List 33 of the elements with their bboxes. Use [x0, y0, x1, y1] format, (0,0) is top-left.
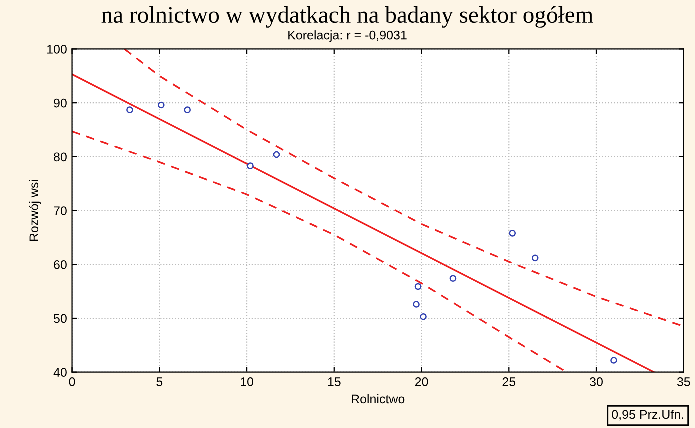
y-tick-label: 100 [48, 45, 67, 54]
chart-title: na rolnictwo w wydatkach na badany sektor ogółem [102, 6, 594, 28]
point [532, 254, 539, 262]
point [450, 275, 457, 282]
y-tick-label: 70 [54, 206, 67, 216]
text: 0,95 Prz.Ufn. [612, 410, 684, 421]
point [184, 106, 192, 114]
point [126, 106, 134, 114]
point [414, 283, 422, 290]
y-tick-label: 60 [54, 260, 67, 270]
y-axis-title: Rozwój wsi [29, 180, 42, 242]
x-tick-label: 5 [156, 378, 163, 386]
chart-subtitle: Korelacja: r = -0,9031 [288, 30, 407, 42]
x-tick-label: 15 [328, 378, 341, 386]
point [420, 313, 427, 320]
y-tick-label: 80 [54, 152, 67, 162]
y-tick-label: 40 [54, 368, 67, 378]
y-tick-label: 50 [54, 314, 67, 324]
point [273, 151, 280, 158]
point [247, 162, 254, 170]
line-series [124, 49, 684, 328]
x-tick-label: 10 [241, 378, 254, 386]
x-tick-label: 25 [502, 378, 516, 386]
x-tick-label: 20 [415, 378, 428, 386]
x-axis-title: Rolnictwo [352, 394, 405, 404]
point [413, 301, 420, 308]
y-tick-label: 90 [54, 98, 67, 108]
x-tick-label: 0 [69, 378, 76, 386]
x-tick-label: 30 [590, 378, 603, 386]
point [158, 102, 165, 109]
point [610, 357, 618, 364]
point [509, 230, 516, 237]
x-tick-label: 35 [677, 378, 690, 386]
